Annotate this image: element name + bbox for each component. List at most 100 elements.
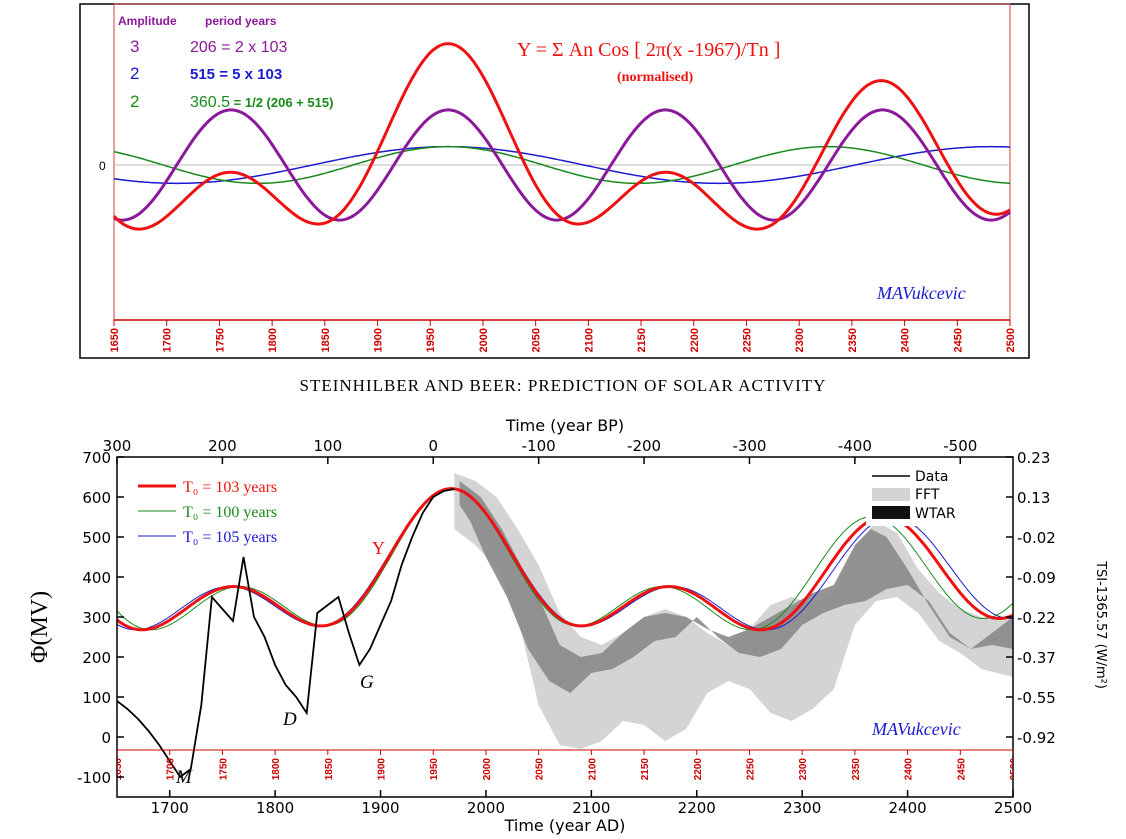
wtar-band: [459, 481, 1013, 693]
inner-tick-label-6: 1950: [429, 758, 440, 781]
legend-header-period: period years: [205, 14, 277, 28]
inner-tick-label-0: 1650: [113, 758, 124, 781]
top-tick-label-15: 2400: [900, 328, 912, 352]
top-tick-label-4: 1850: [320, 328, 332, 352]
top-tick-label-8: 2050: [531, 328, 543, 352]
annotation-g: G: [360, 672, 374, 693]
bottom-axis-label: Time (year AD): [504, 816, 626, 835]
top-tick-label-7: 2000: [478, 328, 490, 352]
inner-tick-label-1: 1700: [166, 758, 177, 781]
inner-tick-label-12: 2250: [745, 758, 756, 781]
top-tick-label-16: 2450: [952, 328, 964, 352]
annotation-d: D: [282, 709, 297, 730]
bottom-tick-label-0: 1700: [151, 799, 189, 817]
legend-amplitude-1: 3: [130, 37, 139, 56]
curve-360: [113, 145, 1011, 185]
right-axis-label: TSI-1365.57 (W/m²): [1093, 560, 1108, 689]
top-tick-label-10: 2150: [636, 328, 648, 352]
top-signature: MAVukcevic: [876, 283, 966, 303]
left-axis-label: Φ(MV): [27, 591, 53, 663]
inner-tick-label-7: 2000: [482, 758, 493, 781]
top-tick-label-11: 2200: [689, 328, 701, 352]
right-tick-label-1: 0.13: [1017, 489, 1050, 507]
inner-tick-label-5: 1900: [377, 758, 388, 781]
top-tick-label-3: 1800: [267, 328, 279, 352]
legend-fft-swatch: [872, 488, 910, 501]
legend-data-label: Data: [915, 469, 948, 485]
right-tick-label-2: -0.02: [1017, 529, 1056, 547]
inner-tick-label-11: 2200: [693, 758, 704, 781]
curve-sum: [112, 42, 1011, 231]
right-tick-label-5: -0.37: [1017, 649, 1056, 667]
legend-period-3: 360.5 = 1/2 (206 + 515): [190, 94, 333, 111]
top-tick-label-12: 2250: [741, 328, 753, 352]
right-tick-label-7: -0.92: [1017, 729, 1056, 747]
top-curves: [112, 42, 1011, 231]
inner-tick-label-15: 2400: [904, 758, 915, 781]
inner-ticks: 1650 1700 1750 1800 1850 1900 1950 2000 2050 2100…: [113, 750, 1013, 781]
top-bp-tick-label-6: -300: [732, 437, 766, 455]
top-tick-label-9: 2100: [583, 328, 595, 352]
bottom-curves: [117, 487, 1013, 779]
left-tick-label-4: 300: [82, 609, 111, 627]
bottom-plot-frame: [116, 456, 1014, 798]
top-tick-label-17: 2500: [1005, 328, 1017, 352]
annotation-m: M: [175, 767, 193, 788]
right-tick-label-6: -0.55: [1017, 689, 1056, 707]
bottom-tick-label-1: 1800: [256, 799, 294, 817]
bottom-tick-label-5: 2200: [678, 799, 716, 817]
legend-wtar-label: WTAR: [915, 506, 956, 522]
bottom-tick-label-6: 2300: [783, 799, 821, 817]
left-tick-label-3: 400: [82, 569, 111, 587]
legend-label-100: T₀ = 100 years: [183, 504, 277, 521]
top-bp-tick-label-5: -200: [627, 437, 661, 455]
annotation-y: Y: [372, 538, 385, 558]
top-chart: 0 1650 1700 1750 1800 1850 1900 1950 2000 2050 21…: [79, 3, 1030, 359]
data-series: [117, 488, 455, 779]
formula-note: (normalised): [617, 70, 694, 85]
left-tick-label-8: -100: [77, 769, 111, 787]
legend-wtar-swatch: [872, 506, 910, 519]
inner-tick-label-16: 2450: [956, 758, 967, 781]
inner-tick-label-8: 2050: [535, 758, 546, 781]
right-tick-label-3: -0.09: [1017, 569, 1056, 587]
inner-tick-label-13: 2300: [798, 758, 809, 781]
inner-tick-label-10: 2150: [640, 758, 651, 781]
left-tick-label-1: 600: [82, 489, 111, 507]
top-bp-tick-label-8: -500: [943, 437, 977, 455]
right-tick-label-0: 0.23: [1017, 449, 1050, 467]
top-tick-label-14: 2350: [847, 328, 859, 352]
legend-header-amplitude: Amplitude: [118, 14, 177, 28]
legend-amplitude-3: 2: [130, 92, 139, 111]
left-tick-label-0: 700: [82, 449, 111, 467]
top-tick-label-5: 1900: [373, 328, 385, 352]
inner-tick-label-14: 2350: [851, 758, 862, 781]
inner-tick-label-3: 1800: [271, 758, 282, 781]
bottom-tick-label-2: 1900: [361, 799, 399, 817]
uncertainty-bands: [454, 473, 1013, 749]
inner-tick-label-9: 2100: [587, 758, 598, 781]
top-bp-tick-label-0: 300: [103, 437, 132, 455]
left-tick-label-7: 0: [101, 729, 111, 747]
formula: Y = Σ An Cos [ 2π(x -1967)/Tn ]: [517, 39, 780, 61]
top-bp-tick-label-3: 0: [428, 437, 438, 455]
top-tick-label-0: 1650: [109, 328, 121, 352]
legend-label-103: T₀ = 103 years: [183, 479, 277, 496]
bottom-axis-ticks: 700 600 500 400 300 200 100 0 -100 0.23 0.13 -0.02 -…: [77, 437, 1056, 817]
legend-period-1: 206 = 2 x 103: [190, 39, 288, 56]
curve-515: [113, 145, 1011, 185]
right-tick-label-4: -0.22: [1017, 609, 1056, 627]
top-tick-label-6: 1950: [425, 328, 437, 352]
top-tick-label-13: 2300: [794, 328, 806, 352]
left-tick-label-6: 100: [82, 689, 111, 707]
legend-fft-label: FFT: [915, 487, 940, 503]
bottom-chart: 1650 1700 1750 1800 1850 1900 1950 2000 2050 2100…: [27, 416, 1108, 835]
top-tick-label-1: 1700: [162, 328, 174, 352]
legend-period-2: 515 = 5 x 103: [190, 66, 282, 83]
bottom-tick-label-7: 2400: [888, 799, 926, 817]
inner-tick-label-4: 1850: [324, 758, 335, 781]
model-103: [117, 487, 1013, 632]
top-zero-label: 0: [99, 159, 106, 173]
legend-amplitude-2: 2: [130, 64, 139, 83]
